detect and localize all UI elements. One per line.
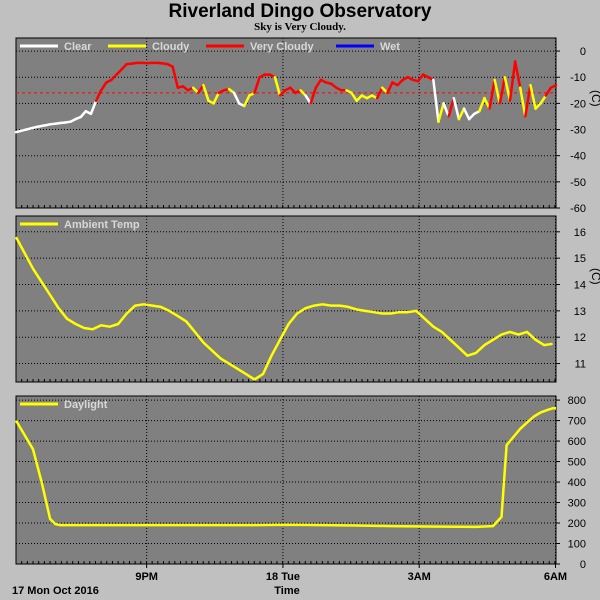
sky-segment: [513, 60, 522, 89]
series-line-daylight: [14, 407, 556, 529]
series-line-ambient: [14, 236, 553, 381]
sky-segment: [243, 94, 251, 108]
ytick-label-daylight-4: 400: [568, 477, 586, 489]
ytick-label-daylight-1: 700: [568, 416, 586, 428]
legend-label-sky-2: Very Cloudy: [250, 41, 314, 53]
sky-segment: [314, 78, 323, 89]
sky-segment: [79, 109, 88, 119]
xtick-label-2: 3AM: [408, 571, 431, 583]
ytick-label-sky-2: -20: [570, 98, 586, 110]
sky-segment: [457, 107, 466, 121]
ytick-label-ambient-4: 12: [574, 332, 586, 344]
sky-segment: [99, 81, 108, 92]
ytick-label-ambient-3: 13: [574, 306, 586, 318]
ytick-label-sky-5: -50: [570, 177, 586, 189]
sky-segment: [549, 83, 558, 89]
xtick-label-3: 6AM: [544, 571, 567, 583]
sky-segment: [212, 91, 220, 105]
sky-segment: [89, 99, 98, 116]
sky-segment: [202, 83, 210, 103]
sky-segment: [503, 75, 512, 103]
sky-segment: [452, 96, 461, 121]
panel-ambient: 16 15 14 13 12 11 (C) Ambient Temp: [14, 215, 600, 383]
sky-segment: [478, 96, 486, 113]
plot-area-sky: [15, 37, 557, 209]
ytick-label-ambient-5: 11: [575, 359, 586, 371]
yunit-sky: (C): [589, 90, 600, 107]
sky-segment: [309, 86, 318, 105]
sky-segment: [493, 78, 502, 105]
sky-segment: [529, 83, 537, 110]
sky-segment: [447, 96, 456, 118]
ytick-label-ambient-1: 15: [574, 253, 586, 265]
sky-segment: [171, 65, 180, 89]
ytick-label-daylight-6: 200: [568, 518, 586, 530]
sky-segment: [375, 86, 384, 100]
panel-daylight: 800 700 600 500 400 300 200 100 0 Daylight: [14, 395, 586, 571]
sky-segment: [416, 73, 425, 83]
sky-segment: [94, 89, 103, 103]
ytick-label-sky-0: 0: [580, 46, 586, 58]
chart-panels: 0 -10 -20 -30 -40 -50 -60 (C) Clear Cloudy Very Cl…: [12, 37, 600, 597]
ytick-label-daylight-3: 500: [568, 457, 586, 469]
sky-segment: [488, 78, 496, 110]
page-title: Riverland Dingo Observatory: [168, 1, 432, 22]
sky-segment: [273, 75, 282, 97]
ytick-label-ambient-0: 16: [574, 227, 586, 239]
legend-label-sky-1: Cloudy: [152, 41, 190, 53]
sky-segment: [437, 102, 445, 123]
sky-segment: [350, 91, 358, 103]
legend-label-ambient-0: Ambient Temp: [64, 219, 140, 231]
legend-label-sky-0: Clear: [64, 41, 92, 53]
legend-label-daylight-0: Daylight: [64, 399, 108, 411]
ytick-label-sky-4: -40: [570, 151, 586, 163]
ytick-label-ambient-2: 14: [574, 280, 586, 292]
time-axis-label: Time: [274, 585, 299, 597]
sky-segment: [462, 107, 471, 121]
ytick-label-sky-1: -10: [570, 72, 586, 84]
ytick-label-daylight-8: 0: [580, 559, 586, 571]
plot-area-ambient: [15, 215, 557, 383]
sky-segment: [498, 75, 507, 105]
sky-segment: [524, 83, 532, 118]
sky-segment: [539, 94, 548, 105]
sky-segment: [253, 75, 261, 95]
xtick-label-1: 18 Tue: [266, 571, 300, 583]
sky-status: Sky is Very Cloudy.: [254, 21, 346, 33]
ytick-label-daylight-5: 300: [568, 498, 586, 510]
ytick-label-daylight-0: 800: [568, 395, 586, 407]
date-label: 17 Mon Oct 2016: [12, 585, 99, 597]
yunit-ambient: (C): [589, 268, 600, 285]
sky-segment: [518, 86, 527, 118]
ytick-label-daylight-7: 100: [568, 539, 586, 551]
sky-segment: [432, 78, 440, 123]
xtick-label-0: 9PM: [135, 571, 158, 583]
sky-segment: [544, 86, 553, 97]
panel-sky: 0 -10 -20 -30 -40 -50 -60 (C) Clear Cloudy Very Cl…: [14, 37, 600, 215]
ytick-label-sky-3: -30: [570, 125, 586, 137]
plot-area-daylight: [15, 395, 557, 565]
legend-label-sky-3: Wet: [380, 41, 400, 53]
sky-segment: [508, 60, 517, 103]
ytick-label-sky-6: -60: [570, 203, 586, 215]
ytick-label-daylight-2: 600: [568, 436, 586, 448]
sky-segment: [442, 102, 450, 118]
sky-segment: [386, 81, 394, 95]
sky-segment: [232, 91, 241, 105]
